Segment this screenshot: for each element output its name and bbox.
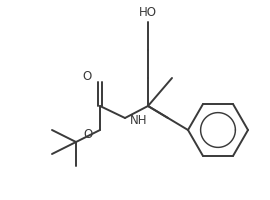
Text: HO: HO <box>139 5 157 19</box>
Text: O: O <box>84 128 93 140</box>
Text: NH: NH <box>130 114 147 128</box>
Text: O: O <box>83 70 92 82</box>
